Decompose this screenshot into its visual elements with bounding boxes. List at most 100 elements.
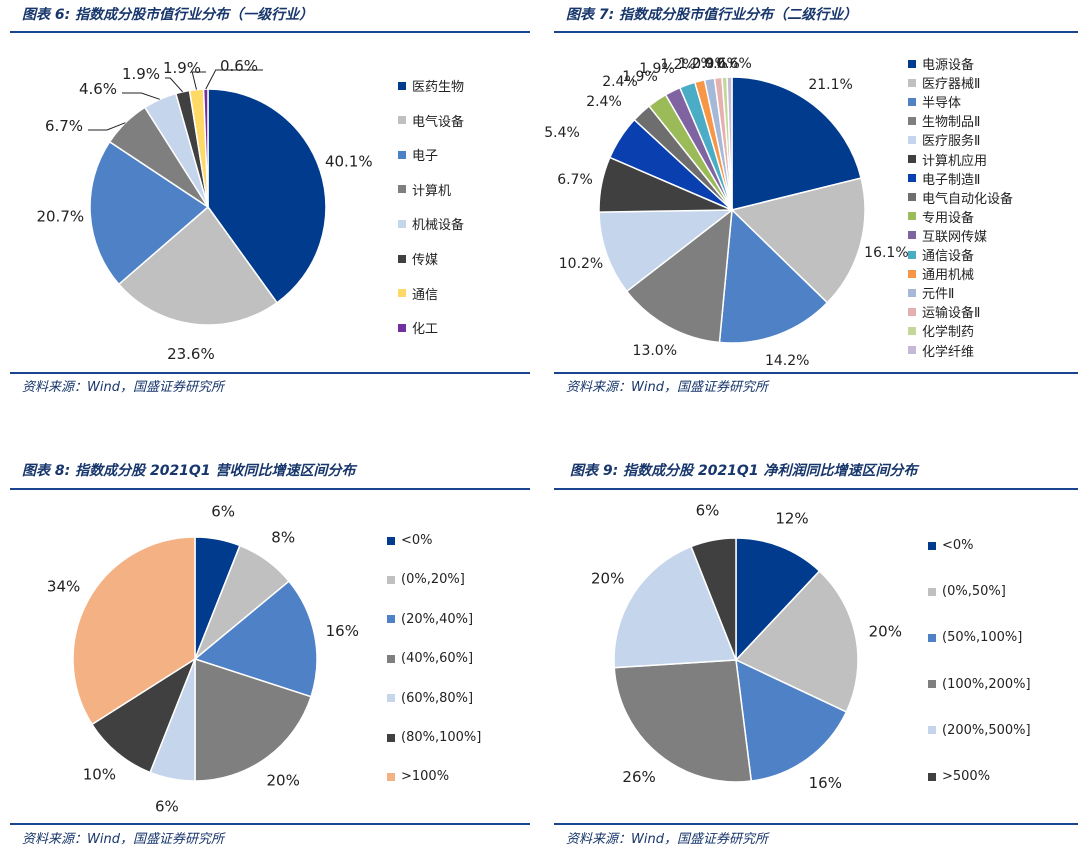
- legend-label: 生物制品Ⅱ: [922, 115, 981, 131]
- legend-item: (40%,60%]: [387, 651, 473, 666]
- leader-line: [205, 69, 263, 90]
- legend-label: (0%,20%]: [401, 572, 465, 588]
- legend-swatch: [398, 81, 406, 90]
- source-note: 资料来源：Wind，国盛证券研究所: [22, 832, 224, 847]
- legend-item: <0%: [928, 538, 974, 553]
- legend-label: 电气自动化设备: [922, 191, 1014, 207]
- data-label: 10%: [83, 766, 116, 784]
- legend-swatch: [387, 772, 395, 781]
- pie-chart-7: 21.1% 16.1% 14.2% 13.0% 10.2% 6.7% 5.4% 2.4% 2.4…: [544, 56, 908, 369]
- data-label: 40.1%: [325, 153, 373, 171]
- data-label: 6%: [211, 503, 235, 521]
- pie-slice: [117, 205, 279, 326]
- source-rule: [10, 823, 530, 825]
- legend-label: 半导体: [922, 96, 962, 112]
- data-label: 1.9%: [122, 65, 160, 83]
- source-rule: [554, 823, 1078, 825]
- data-label: 1.2%: [660, 57, 696, 73]
- pie-slice: [735, 537, 821, 662]
- pie-slice: [194, 657, 312, 782]
- legend-item: 通信设备: [908, 245, 974, 264]
- legend-label: 电源设备: [922, 58, 975, 73]
- legend-item: 半导体: [908, 92, 961, 111]
- legend-label: 电子制造Ⅱ: [922, 172, 981, 188]
- legend-label: (60%,80%]: [401, 690, 474, 706]
- legend-label: 医疗器械Ⅱ: [922, 77, 981, 93]
- pie-slice: [207, 88, 327, 304]
- legend-label: 计算机应用: [922, 153, 988, 169]
- legend-swatch: [398, 219, 406, 228]
- legend-swatch: [908, 250, 916, 259]
- pie-slice: [735, 658, 848, 782]
- source-rule: [10, 372, 530, 374]
- legend-swatch: [398, 254, 406, 263]
- legend-item: 医药生物: [398, 76, 464, 95]
- legend-swatch: [908, 155, 916, 163]
- legend-swatch: [928, 633, 936, 642]
- legend-label: 通用机械: [922, 268, 975, 284]
- data-label: 13.0%: [633, 343, 677, 359]
- chart-panel-9: 图表 9: 指数成分股 2021Q1 净利润同比增速区间分布 12% 20% 16%…: [554, 460, 1078, 852]
- legend-item: 化工: [398, 318, 438, 337]
- legend-label: 互联网传媒: [922, 229, 988, 245]
- data-label: 5.4%: [544, 125, 580, 141]
- legend-item: 互联网传媒: [908, 226, 987, 245]
- legend-item: (200%,500%]: [928, 723, 1031, 738]
- pie-slice: [718, 208, 829, 344]
- legend-swatch: [908, 346, 916, 354]
- legend-item: (0%,50%]: [928, 584, 1006, 599]
- legend-swatch: [908, 269, 916, 278]
- legend-item: 运输设备Ⅱ: [908, 302, 980, 321]
- legend-item: (100%,200%]: [928, 677, 1031, 692]
- data-label: 0.6%: [220, 57, 258, 75]
- data-label: 1.9%: [622, 69, 658, 85]
- chart-panel-8: 图表 8: 指数成分股 2021Q1 营收同比增速区间分布 6% 8% 16% 20%…: [10, 460, 530, 852]
- title-rule: [10, 31, 530, 33]
- legend-swatch: [908, 97, 916, 106]
- legend-item: 医疗器械Ⅱ: [908, 73, 980, 92]
- data-label: 0.6%: [704, 56, 740, 72]
- legend-item: (80%,100%]: [387, 730, 481, 745]
- pie-slice: [202, 88, 209, 208]
- legend-swatch: [908, 307, 916, 316]
- source-note: 资料来源：Wind，国盛证券研究所: [566, 832, 768, 847]
- legend-label: <0%: [401, 533, 433, 548]
- data-label: 20%: [267, 771, 300, 789]
- source-note: 资料来源：Wind，国盛证券研究所: [22, 380, 224, 395]
- legend-item: (20%,40%]: [387, 612, 473, 627]
- legend-item: 机械设备: [398, 214, 464, 233]
- legend-swatch: [908, 288, 916, 297]
- legend-swatch: [928, 726, 936, 735]
- pie-slice: [90, 657, 197, 774]
- chart-title: 图表 7: 指数成分股市值行业分布（二级行业）: [566, 7, 858, 23]
- legend-label: (0%,50%]: [942, 584, 1006, 600]
- legend-item: <0%: [387, 533, 433, 548]
- legend-item: (0%,20%]: [387, 572, 465, 587]
- legend-label: 元件Ⅱ: [922, 287, 955, 303]
- legend-swatch: [398, 185, 406, 194]
- legend-label: (200%,500%]: [942, 722, 1031, 738]
- legend-label: (40%,60%]: [401, 651, 474, 667]
- data-label: 21.1%: [808, 77, 852, 93]
- legend-label: 医疗服务Ⅱ: [922, 134, 981, 150]
- legend-label: 电气设备: [412, 114, 465, 130]
- legend-label: 化学制药: [922, 325, 975, 341]
- title-rule: [554, 31, 1078, 33]
- pie-slice: [72, 536, 196, 726]
- legend-label: 化学纤维: [922, 344, 975, 360]
- data-label: 26%: [622, 768, 655, 786]
- data-label: 4.6%: [79, 80, 117, 98]
- legend-item: (60%,80%]: [387, 691, 473, 706]
- pie-slice: [193, 580, 318, 698]
- legend-swatch: [387, 536, 395, 545]
- legend-swatch: [908, 231, 916, 240]
- data-label: 14.2%: [765, 353, 809, 369]
- data-label: 1.2%: [678, 56, 714, 72]
- legend-item: 通用机械: [908, 264, 974, 283]
- legend-item: 电源设备: [908, 54, 974, 73]
- legend-label: 专用设备: [922, 210, 975, 226]
- data-label: 20%: [591, 570, 624, 588]
- chart-title: 图表 8: 指数成分股 2021Q1 营收同比增速区间分布: [22, 463, 356, 479]
- legend-label: 运输设备Ⅱ: [922, 306, 981, 322]
- legend-label: 化工: [412, 322, 439, 338]
